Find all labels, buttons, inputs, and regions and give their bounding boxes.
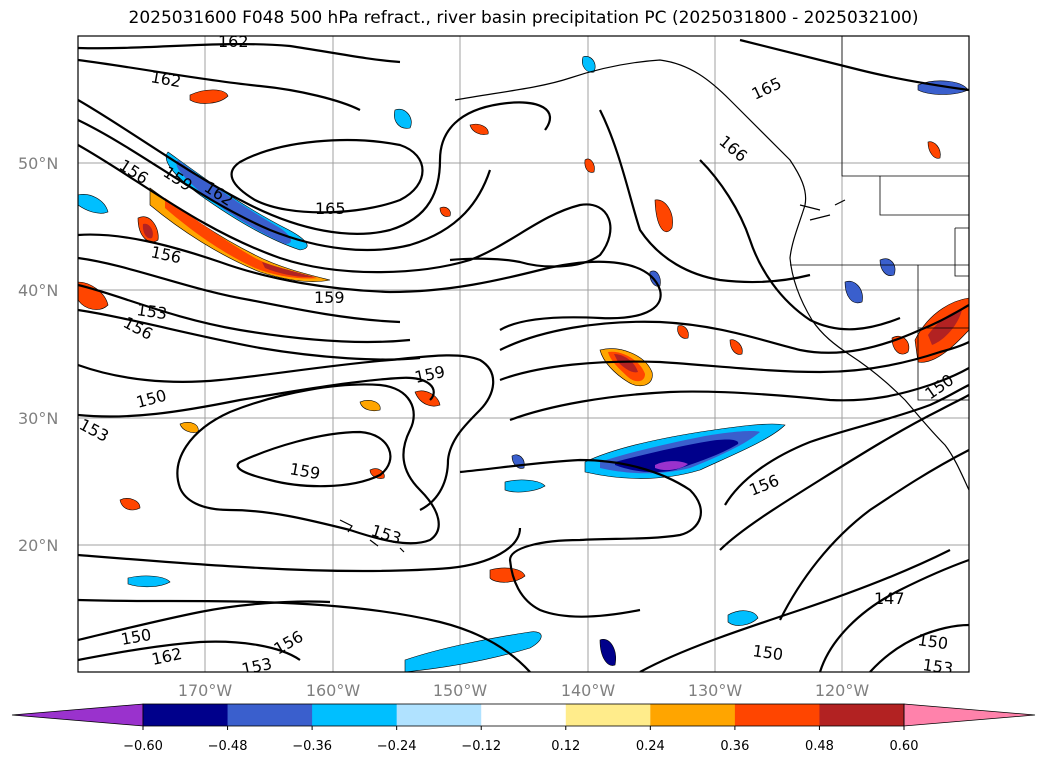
contour-lines <box>78 38 969 672</box>
lon-label: 160°W <box>306 681 361 700</box>
contour-label: 165 <box>315 199 346 218</box>
colorbar: −0.60 −0.48 −0.36 −0.24 −0.12 0.12 0.24 0.36 0.4… <box>11 703 1036 754</box>
colorbar-cell <box>565 704 651 726</box>
colorbar-cell <box>143 704 229 726</box>
contour-label: 162 <box>218 32 249 51</box>
colorbar-cell <box>396 704 482 726</box>
colorbar-tick-label: −0.24 <box>377 739 417 754</box>
colorbar-cell <box>312 704 398 726</box>
colorbar-tick-label: −0.48 <box>208 739 248 754</box>
colorbar-tick-label: −0.12 <box>461 739 501 754</box>
colorbar-tick-label: 0.60 <box>890 739 919 754</box>
colorbar-cell <box>650 704 736 726</box>
lat-label: 20°N <box>18 536 58 555</box>
map-title: 2025031600 F048 500 hPa refract., river … <box>128 8 919 28</box>
contour-label: 147 <box>874 589 905 608</box>
contour-label: 153 <box>240 654 274 679</box>
colorbar-tick-label: −0.36 <box>292 739 332 754</box>
colorbar-tick-label: 0.36 <box>720 739 749 754</box>
contour-label: 150 <box>916 630 949 653</box>
lat-label: 50°N <box>18 154 58 173</box>
longitude-labels: 170°W 160°W 150°W 140°W 130°W 120°W <box>178 681 870 700</box>
contour-label: 153 <box>135 300 168 323</box>
colorbar-cell <box>734 704 820 726</box>
contour-label: 153 <box>921 655 954 678</box>
colorbar-extend-high <box>903 703 1036 727</box>
contour-label: 150 <box>751 641 784 664</box>
map-frame <box>77 35 970 673</box>
lon-label: 130°W <box>688 681 743 700</box>
lat-label: 40°N <box>18 281 58 300</box>
colorbar-cell <box>227 704 313 726</box>
lon-label: 170°W <box>178 681 233 700</box>
colorbar-cell <box>481 704 567 726</box>
colorbar-tick-label: 0.24 <box>636 739 665 754</box>
colorbar-tick-label: −0.60 <box>123 739 163 754</box>
colorbar-cell <box>819 704 905 726</box>
lon-label: 140°W <box>561 681 616 700</box>
colorbar-tick-label: 0.12 <box>551 739 580 754</box>
colorbar-tick-label: 0.48 <box>805 739 834 754</box>
lon-label: 150°W <box>433 681 488 700</box>
latitude-labels: 50°N 40°N 30°N 20°N <box>18 154 58 555</box>
lon-label: 120°W <box>815 681 870 700</box>
colorbar-outline <box>142 703 905 727</box>
colorbar-extend-low <box>11 703 144 727</box>
contour-label: 159 <box>314 288 345 307</box>
lat-label: 30°N <box>18 409 58 428</box>
